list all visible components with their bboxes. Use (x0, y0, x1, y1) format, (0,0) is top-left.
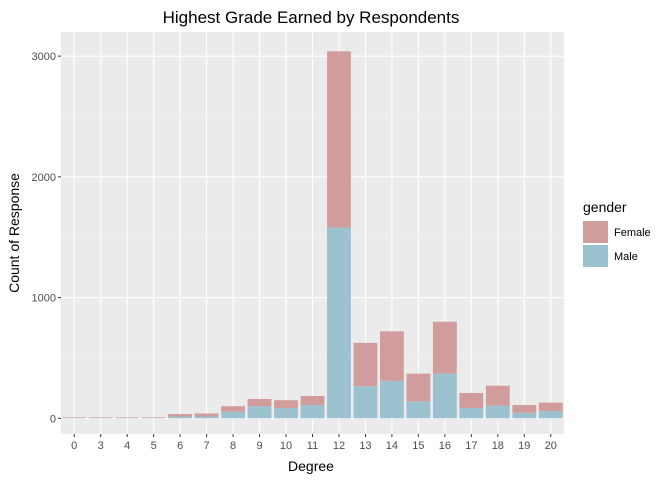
x-tick-label: 13 (359, 440, 371, 452)
x-tick-label: 18 (492, 440, 504, 452)
bar-female-11 (300, 395, 325, 406)
bar-male-18 (485, 405, 510, 419)
x-tick-label: 8 (230, 440, 236, 452)
x-tick-label: 0 (71, 440, 77, 452)
x-tick-label: 5 (151, 440, 157, 452)
x-tick-label: 20 (545, 440, 557, 452)
bar-male-14 (380, 380, 404, 419)
bar-male-11 (300, 405, 325, 419)
x-tick-label: 17 (465, 440, 477, 452)
bar-female-16 (432, 321, 457, 374)
x-tick-label: 7 (204, 440, 210, 452)
legend-title: gender (583, 199, 627, 215)
bar-female-13 (353, 342, 378, 387)
bar-male-17 (459, 408, 484, 419)
bar-male-9 (247, 406, 272, 419)
x-tick-label: 15 (412, 440, 424, 452)
x-tick-label: 6 (177, 440, 183, 452)
x-tick-label: 10 (280, 440, 292, 452)
x-tick-label: 16 (439, 440, 451, 452)
bar-female-8 (221, 406, 245, 412)
x-tick-label: 14 (386, 440, 398, 452)
x-tick-label: 4 (124, 440, 130, 452)
legend: gender Female Male (583, 199, 651, 267)
bar-male-8 (221, 411, 245, 419)
bar-male-10 (274, 408, 298, 419)
legend-label-female: Female (614, 227, 651, 239)
bar-female-15 (406, 373, 431, 402)
bar-female-6 (168, 414, 193, 417)
legend-label-male: Male (614, 251, 638, 263)
x-tick-label: 19 (518, 440, 530, 452)
x-tick-label: 3 (98, 440, 104, 452)
bar-male-6 (168, 416, 193, 419)
bar-male-15 (406, 401, 431, 419)
bar-female-12 (327, 51, 351, 228)
bar-female-0 (62, 417, 87, 418)
bar-female-5 (141, 417, 166, 418)
y-tick-label: 1000 (32, 293, 56, 305)
bar-male-13 (353, 386, 378, 419)
y-axis-ticks: 0 1000 2000 3000 (32, 51, 61, 425)
x-axis-ticks: 0 3 4 5 6 7 8 9 10 11 12 13 14 15 16 17 18 19 20 (71, 434, 557, 452)
bar-female-9 (247, 398, 272, 407)
bar-female-19 (512, 405, 537, 413)
bars (62, 51, 563, 419)
y-tick-label: 3000 (32, 51, 56, 63)
x-tick-label: 11 (307, 440, 318, 452)
x-axis-title: Degree (288, 458, 334, 474)
bar-female-18 (485, 385, 510, 406)
bar-female-20 (538, 402, 563, 412)
bar-female-14 (380, 331, 404, 381)
y-tick-label: 2000 (32, 172, 56, 184)
bar-female-17 (459, 392, 484, 409)
y-axis-title: Count of Response (6, 173, 22, 293)
bar-male-12 (327, 227, 351, 419)
bar-male-16 (432, 373, 457, 419)
x-tick-label: 9 (256, 440, 262, 452)
bar-male-19 (512, 412, 537, 419)
bar-female-4 (115, 417, 140, 418)
legend-swatch-male (583, 245, 608, 267)
bar-female-10 (274, 400, 298, 409)
bar-male-7 (194, 416, 219, 419)
bar-female-3 (88, 417, 113, 418)
y-tick-label: 0 (50, 413, 56, 425)
legend-swatch-female (583, 221, 608, 243)
x-tick-label: 12 (333, 440, 345, 452)
bar-female-7 (194, 413, 219, 417)
chart-title: Highest Grade Earned by Respondents (163, 8, 460, 27)
bar-male-20 (538, 411, 563, 419)
